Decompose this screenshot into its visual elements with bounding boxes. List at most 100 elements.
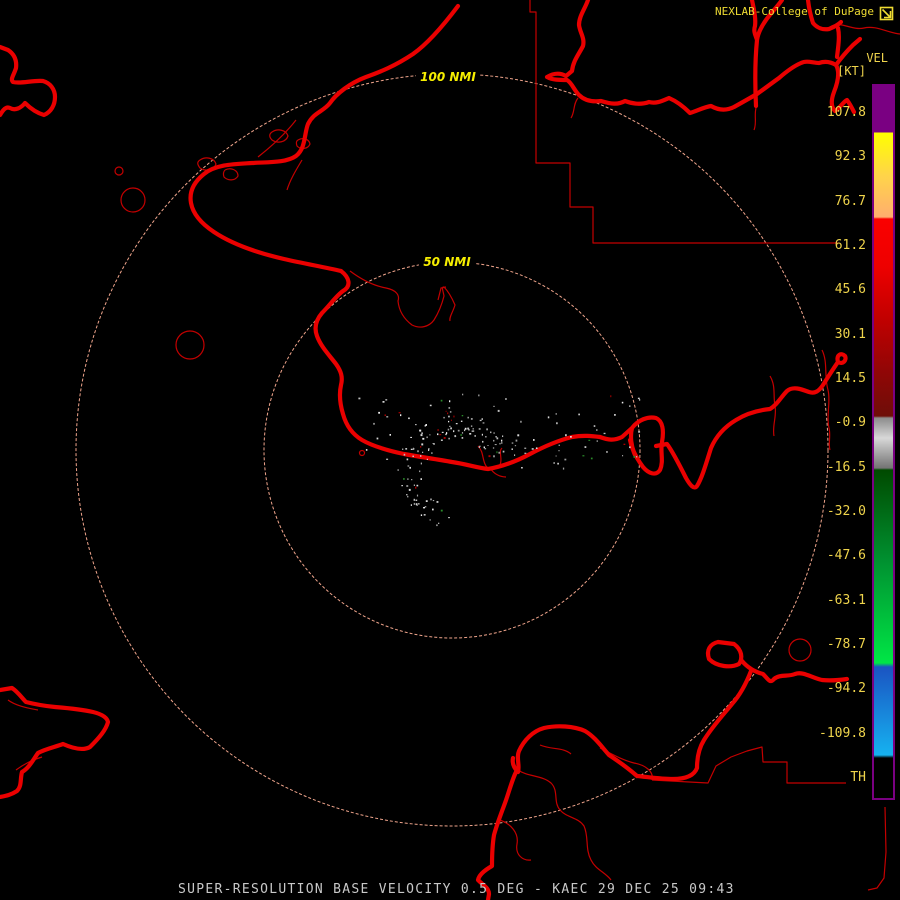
radar-echo-dot (555, 413, 557, 415)
radar-echo-dot (493, 432, 495, 434)
radar-echo-dot (593, 425, 596, 427)
radar-echo-dot (558, 444, 560, 446)
radar-echo-dot (493, 405, 495, 407)
colorbar-tick-label: -32.0 (826, 503, 866, 519)
radar-echo-dot (443, 416, 445, 419)
radar-echo-dot (455, 423, 458, 425)
radar-echo-dot (386, 416, 389, 418)
map-boundary-line (7, 699, 43, 771)
ring-label: 100 NMI (420, 70, 476, 84)
radar-echo-dot (578, 413, 580, 416)
map-boundary-line (529, 0, 838, 244)
radar-echo-dot (378, 411, 380, 414)
radar-echo-dot (638, 431, 641, 433)
radar-echo-dot (487, 445, 489, 446)
radar-echo-dot (425, 500, 428, 502)
radar-echo-dot (416, 494, 419, 497)
map-coastline (0, 685, 111, 800)
radar-echo-dot (397, 469, 399, 471)
ring-label-gap (416, 69, 480, 85)
radar-echo-dot (453, 415, 455, 418)
radar-echo-dot (438, 522, 440, 524)
map-coastline (597, 415, 665, 476)
radar-echo-dot (402, 448, 404, 450)
radar-echo-dot (520, 420, 522, 423)
radar-echo-dot (505, 398, 507, 400)
map-coastline (833, 36, 863, 68)
radar-echo-dot (419, 429, 422, 432)
radar-echo-dot (511, 448, 513, 450)
velocity-colorbar (872, 84, 895, 800)
radar-echo-dot (469, 433, 472, 435)
radar-echo-dot (408, 488, 411, 491)
radar-echo-dot (440, 399, 443, 402)
radar-echo-dot (422, 437, 425, 440)
map-circle-feature (120, 187, 146, 213)
radar-echo-dot (488, 455, 491, 458)
radar-echo-dot (497, 409, 500, 412)
radar-echo-dot (483, 446, 485, 449)
radar-echo-dot (420, 434, 423, 437)
radar-echo-dot (553, 462, 555, 464)
radar-echo-dot (403, 453, 406, 456)
radar-echo-dot (426, 458, 428, 460)
radar-echo-dot (386, 458, 389, 460)
map-coastline (705, 639, 744, 669)
radar-echo-dot (428, 449, 430, 451)
colorbar-tick-label: 107.8 (826, 105, 866, 120)
colorbar-tick-label: 14.5 (834, 370, 866, 386)
radar-echo-dot (417, 503, 420, 505)
radar-echo-dot (417, 450, 419, 453)
radar-echo-dot (472, 428, 474, 430)
radar-echo-dot (406, 494, 408, 496)
radar-echo-dot (423, 514, 426, 516)
radar-echo-dot (421, 432, 423, 434)
radar-echo-dot (478, 446, 480, 448)
radar-echo-dot (445, 410, 447, 412)
radar-echo-dot (420, 514, 423, 516)
radar-echo-dot (424, 425, 426, 427)
radar-echo-dot (405, 448, 408, 450)
radar-echo-dot (478, 428, 481, 430)
radar-echo-dot (421, 443, 424, 446)
radar-echo-dot (428, 448, 430, 450)
radar-echo-dot (447, 412, 449, 415)
radar-echo-dot (622, 455, 624, 457)
radar-echo-dot (446, 432, 448, 434)
radar-echo-dot (420, 446, 422, 448)
radar-echo-dot (448, 415, 450, 418)
radar-echo-dot (493, 455, 495, 458)
map-boundary-line (867, 806, 887, 891)
map-coastline (188, 3, 461, 274)
map-circle-feature (175, 330, 205, 360)
radar-echo-dot (471, 430, 473, 432)
radar-echo-dot (424, 506, 427, 508)
radar-echo-dot (629, 405, 631, 407)
radar-echo-dot (590, 457, 593, 460)
radar-echo-dot (407, 495, 409, 498)
map-coastline (313, 268, 603, 472)
radar-echo-dot (437, 433, 439, 436)
radar-echo-dot (584, 446, 587, 448)
radar-echo-dot (493, 439, 495, 442)
radar-echo-dot (502, 435, 504, 437)
map-boundary-line (477, 445, 507, 478)
radar-echo-dot (629, 446, 631, 449)
radar-echo-dot (423, 507, 425, 509)
radar-echo-dot (464, 429, 466, 432)
radar-echo-dot (410, 448, 413, 450)
map-boundary-line (651, 746, 846, 784)
nexlab-logo-icon (879, 6, 894, 21)
radar-echo-dot (382, 401, 385, 403)
radar-echo-dot (472, 430, 475, 432)
radar-echo-dot (410, 436, 412, 438)
colorbar-tick-label: -47.6 (826, 548, 866, 564)
radar-echo-dot (464, 427, 467, 430)
radar-echo-dot (496, 437, 499, 440)
map-coastline (749, 0, 785, 109)
radar-echo-dot (562, 467, 565, 470)
radar-echo-dot (443, 437, 446, 439)
radar-echo-dot (621, 401, 624, 404)
